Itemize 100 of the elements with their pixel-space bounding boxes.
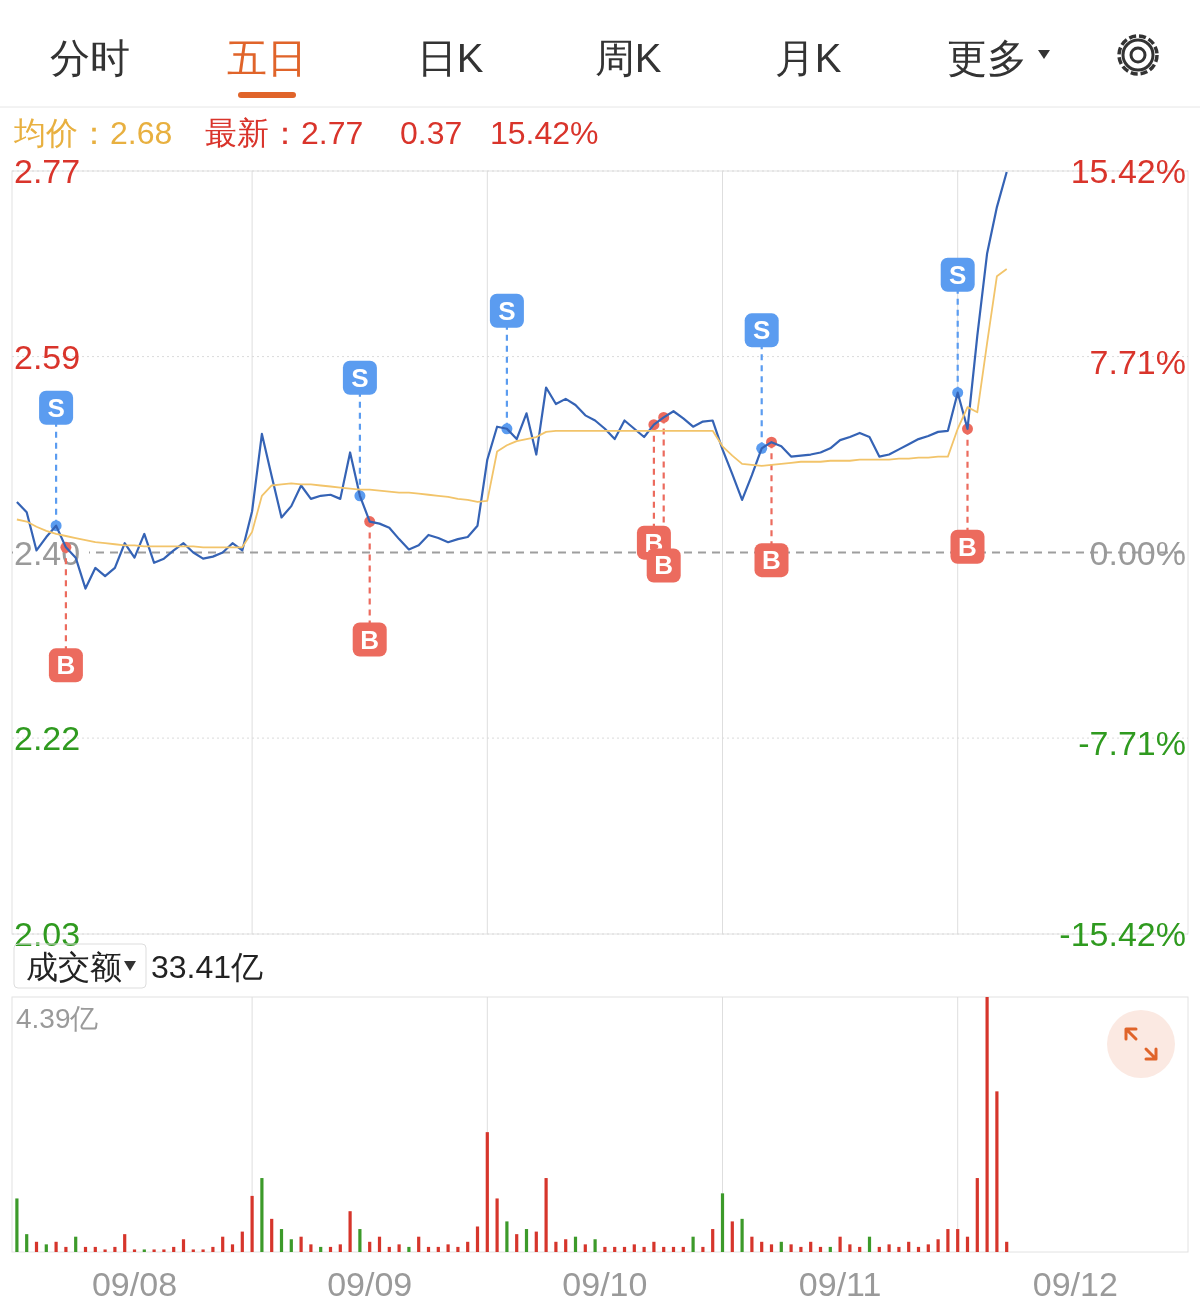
- text: S: [351, 362, 369, 393]
- bar: [387, 1246, 391, 1252]
- x-tick-label: 09/11: [798, 1265, 882, 1303]
- text: 五日: [227, 36, 307, 80]
- bar: [191, 1249, 195, 1252]
- bar: [603, 1246, 607, 1252]
- text: S: [949, 259, 967, 290]
- bar: [54, 1241, 58, 1252]
- bar: [564, 1239, 568, 1252]
- chart-subtitle: 33.41亿: [151, 949, 264, 985]
- text: B: [56, 650, 76, 681]
- bar: [348, 1211, 352, 1252]
- bar: [622, 1246, 627, 1252]
- bar: [593, 1239, 597, 1252]
- bar: [230, 1244, 235, 1252]
- bar: [711, 1229, 715, 1252]
- text: 周K: [594, 36, 662, 80]
- y-tick-label: 2.59: [14, 337, 81, 376]
- text: 更多: [947, 36, 1027, 80]
- bar: [995, 1091, 999, 1252]
- bar: [309, 1244, 313, 1252]
- bar: [769, 1244, 774, 1252]
- bar: [34, 1241, 39, 1252]
- bar: [181, 1239, 186, 1252]
- bar: [779, 1241, 783, 1252]
- text: S: [753, 315, 771, 346]
- bar: [524, 1229, 529, 1252]
- bar: [221, 1236, 225, 1252]
- bar: [848, 1244, 852, 1252]
- bar: [750, 1236, 754, 1252]
- bar: [936, 1239, 940, 1252]
- bar: [250, 1195, 254, 1252]
- text: 最新：2.77: [205, 115, 364, 151]
- bar: [113, 1246, 117, 1252]
- bar: [799, 1246, 803, 1252]
- bar: [83, 1246, 88, 1252]
- bar: [544, 1178, 548, 1252]
- y2-tick-label: 0.00%: [1089, 533, 1186, 572]
- bar: [436, 1246, 440, 1252]
- bar: [211, 1246, 215, 1252]
- bar: [877, 1246, 881, 1252]
- bar: [44, 1244, 48, 1252]
- bar: [1005, 1241, 1009, 1252]
- bar: [720, 1193, 725, 1252]
- bar: [671, 1246, 676, 1252]
- bar: [613, 1246, 617, 1252]
- bar: [123, 1234, 127, 1252]
- bar: [446, 1244, 450, 1252]
- bar: [858, 1246, 862, 1252]
- bar: [897, 1246, 901, 1252]
- bar: [652, 1241, 656, 1252]
- chart-title: 成交额: [26, 949, 122, 985]
- bar: [916, 1246, 921, 1252]
- y2-tick-label: 7.71%: [1089, 342, 1186, 381]
- annotation: 4.39亿: [16, 1003, 99, 1034]
- bar: [368, 1241, 372, 1252]
- text: S: [498, 295, 516, 326]
- bar: [730, 1221, 734, 1252]
- x-tick-label: 09/10: [562, 1265, 648, 1303]
- bar: [662, 1246, 666, 1252]
- text: 均价：2.68: [13, 115, 173, 151]
- bar: [475, 1226, 480, 1252]
- bar: [573, 1236, 578, 1252]
- y-tick-label: 2.77: [14, 152, 81, 190]
- bar: [985, 997, 989, 1252]
- bar: [760, 1241, 764, 1252]
- bar: [965, 1236, 970, 1252]
- text: B: [360, 624, 380, 655]
- bar: [397, 1244, 401, 1252]
- bar: [456, 1246, 460, 1252]
- bar: [818, 1246, 823, 1252]
- bar: [279, 1229, 284, 1252]
- bar: [907, 1241, 911, 1252]
- bar: [377, 1236, 382, 1252]
- bar: [681, 1246, 685, 1252]
- bar: [809, 1241, 813, 1252]
- bar: [103, 1249, 107, 1252]
- bar: [172, 1246, 176, 1252]
- bar: [426, 1246, 431, 1252]
- bar: [132, 1249, 137, 1252]
- bar: [162, 1249, 166, 1252]
- bar: [740, 1218, 744, 1252]
- bar: [642, 1246, 646, 1252]
- bar: [867, 1236, 872, 1252]
- bar: [534, 1231, 538, 1252]
- text: 15.42%: [490, 115, 599, 151]
- bar: [515, 1234, 519, 1252]
- bar: [93, 1246, 97, 1252]
- x-tick-label: 09/09: [327, 1265, 413, 1303]
- text: 月K: [774, 36, 842, 80]
- bar: [701, 1246, 705, 1252]
- legend-label: B: [654, 550, 674, 581]
- bar: [74, 1236, 78, 1252]
- bar: [466, 1241, 470, 1252]
- bar: [505, 1221, 509, 1252]
- bar: [495, 1198, 499, 1252]
- bar: [975, 1178, 979, 1252]
- bar: [299, 1236, 303, 1252]
- bar: [946, 1229, 950, 1252]
- text: 日K: [416, 36, 484, 80]
